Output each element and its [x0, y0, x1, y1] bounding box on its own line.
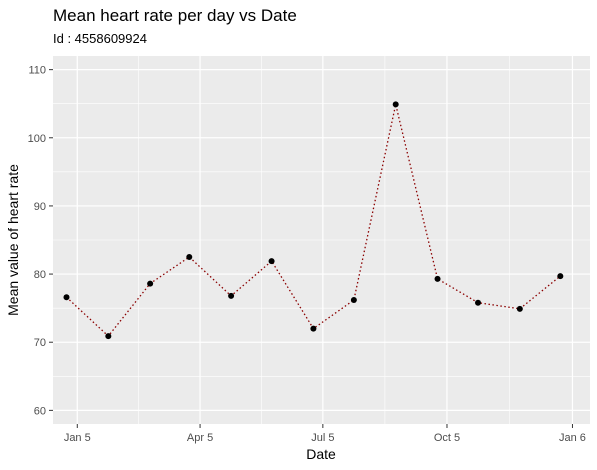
data-point	[105, 333, 112, 340]
x-tick-label: Oct 5	[434, 432, 460, 444]
x-tick-label: Apr 5	[187, 432, 213, 444]
series-points	[63, 101, 564, 340]
major-gridlines	[53, 56, 590, 424]
x-tick-label: Jul 5	[311, 432, 334, 444]
data-point	[228, 292, 235, 299]
chart-title: Mean heart rate per day vs Date	[53, 6, 297, 25]
y-axis-tick-labels: 60 70 80 90 100 110	[28, 65, 46, 418]
x-axis-tick-labels: Jan 5 Apr 5 Jul 5 Oct 5 Jan 6	[64, 432, 586, 444]
data-point	[147, 280, 154, 287]
data-point	[557, 273, 564, 280]
y-tick-label: 80	[34, 269, 46, 281]
data-point	[434, 275, 441, 282]
data-point	[516, 305, 523, 312]
data-point	[350, 296, 357, 303]
x-tick-label: Jan 5	[64, 432, 91, 444]
y-axis-title: Mean value of heart rate	[5, 164, 21, 316]
data-point	[268, 258, 275, 265]
axis-ticks	[49, 69, 573, 428]
y-tick-label: 110	[28, 65, 46, 77]
data-point	[63, 294, 70, 301]
chart-subtitle: Id : 4558609924	[53, 31, 147, 46]
data-point	[392, 101, 399, 108]
minor-gridlines	[53, 56, 590, 424]
y-tick-label: 60	[34, 405, 46, 417]
data-point	[310, 325, 317, 332]
x-tick-label: Jan 6	[559, 432, 586, 444]
data-point	[475, 299, 482, 306]
y-tick-label: 90	[34, 201, 46, 213]
data-point	[186, 254, 193, 261]
x-axis-title: Date	[306, 446, 336, 462]
y-tick-label: 100	[28, 133, 46, 145]
y-tick-label: 70	[34, 337, 46, 349]
